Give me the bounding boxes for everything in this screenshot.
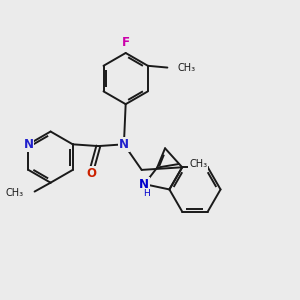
Text: H: H (143, 188, 149, 197)
Text: N: N (119, 138, 129, 151)
Text: CH₃: CH₃ (177, 63, 195, 73)
Text: N: N (23, 138, 33, 151)
Text: O: O (86, 167, 96, 180)
Text: CH₃: CH₃ (6, 188, 24, 198)
Text: CH₃: CH₃ (189, 159, 207, 169)
Text: N: N (140, 178, 149, 190)
Text: F: F (122, 36, 130, 50)
